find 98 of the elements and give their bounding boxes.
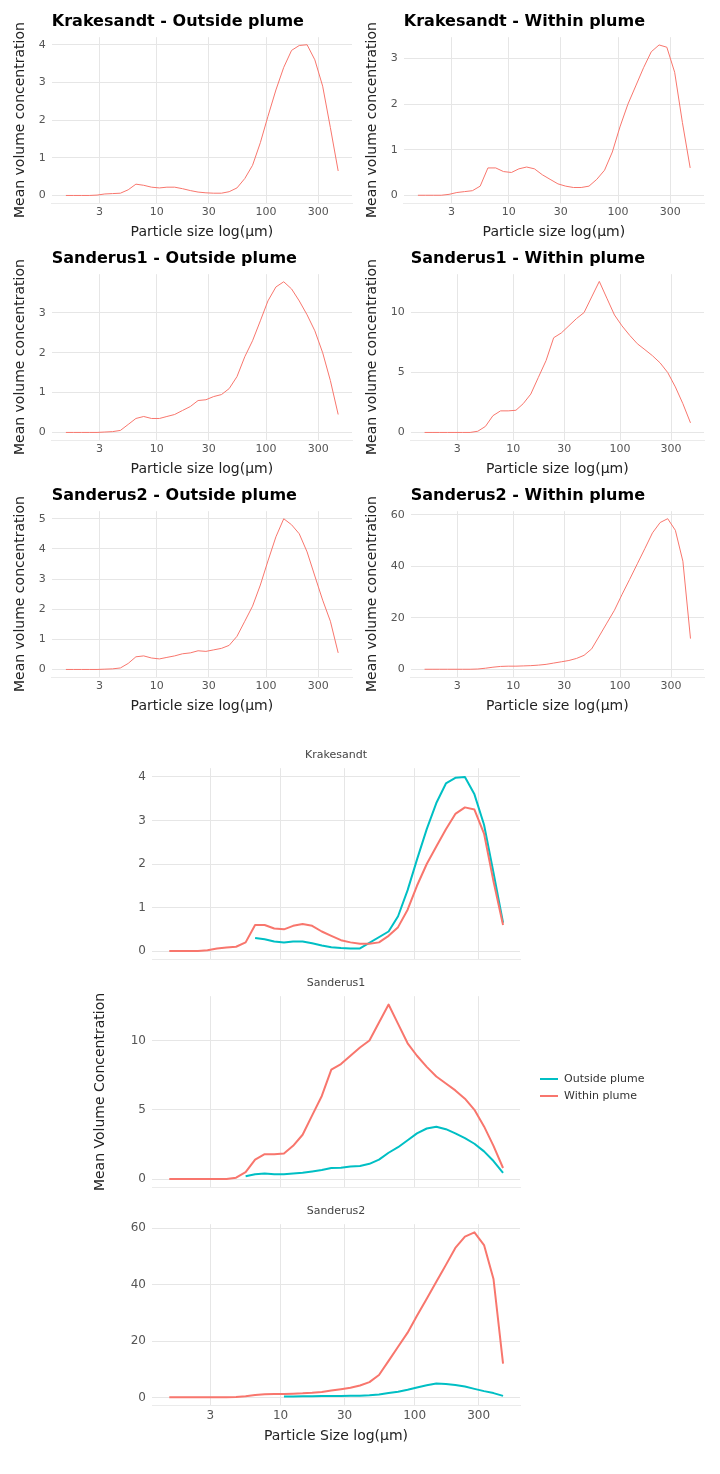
legend-label: Within plume	[564, 1089, 637, 1102]
x-tick-label: 100	[403, 1408, 427, 1423]
legend-label: Outside plume	[564, 1072, 645, 1085]
chart-title: Sanderus1	[306, 976, 366, 990]
x-tick-label: 100	[609, 442, 631, 456]
y-tick-label: 0	[397, 662, 405, 676]
y-tick-label: 3	[390, 51, 398, 65]
x-tick-label: 10	[149, 442, 164, 456]
x-axis-title: Particle size log(µm)	[486, 460, 629, 477]
x-axis-title: Particle Size log(µm)	[263, 1427, 409, 1444]
y-tick-label: 1	[390, 142, 398, 156]
x-tick-label: 10	[506, 679, 521, 693]
x-tick-label: 3	[95, 205, 103, 219]
x-tick-label: 100	[609, 679, 631, 693]
chart-title: Sanderus1 - Outside plume	[51, 247, 298, 267]
x-tick-label: 300	[660, 679, 682, 693]
y-tick-label: 5	[397, 365, 405, 379]
y-tick-label: 5	[138, 1101, 146, 1116]
x-tick-label: 10	[272, 1408, 289, 1423]
y-axis-title: Mean volume concentration	[363, 496, 380, 693]
x-axis-title: Particle size log(µm)	[130, 697, 274, 714]
y-tick-label: 2	[138, 856, 146, 871]
y-axis-title: Mean volume concentration	[11, 22, 28, 219]
x-tick-label: 300	[467, 1408, 491, 1423]
x-tick-label: 100	[255, 442, 277, 456]
y-tick-label: 3	[38, 75, 46, 89]
y-tick-label: 3	[138, 812, 146, 827]
y-tick-label: 4	[138, 769, 146, 784]
chart-title: Krakesandt - Outside plume	[51, 10, 305, 30]
chart-title: Krakesandt - Within plume	[403, 10, 646, 30]
y-axis-title: Mean volume concentration	[363, 259, 380, 456]
y-tick-label: 60	[390, 507, 405, 521]
x-tick-label: 10	[501, 205, 516, 219]
y-tick-label: 40	[390, 559, 405, 573]
y-axis-title: Mean volume concentration	[11, 496, 28, 693]
x-tick-label: 300	[307, 205, 329, 219]
chart-title: Sanderus2	[306, 1204, 366, 1218]
y-tick-label: 5	[38, 511, 46, 525]
y-tick-label: 0	[38, 425, 46, 439]
y-tick-label: 1	[38, 150, 46, 164]
y-axis-title: Mean volume concentration	[363, 22, 380, 219]
y-tick-label: 0	[138, 943, 146, 958]
y-tick-label: 10	[130, 1032, 146, 1047]
x-axis-title: Particle size log(µm)	[130, 460, 274, 477]
y-axis-title: Mean volume concentration	[11, 259, 28, 456]
x-tick-label: 3	[95, 679, 103, 693]
y-tick-label: 3	[38, 305, 46, 319]
y-tick-label: 40	[130, 1276, 146, 1291]
y-tick-label: 0	[390, 188, 398, 202]
x-tick-label: 30	[201, 679, 216, 693]
chart-title: Sanderus1 - Within plume	[410, 247, 646, 267]
x-tick-label: 3	[95, 442, 103, 456]
y-tick-label: 4	[38, 541, 46, 555]
y-tick-label: 10	[390, 305, 405, 319]
x-tick-label: 3	[447, 205, 455, 219]
x-tick-label: 10	[506, 442, 521, 456]
y-tick-label: 2	[38, 602, 46, 616]
x-tick-label: 10	[149, 205, 164, 219]
x-tick-label: 3	[453, 442, 461, 456]
x-tick-label: 300	[659, 205, 681, 219]
x-tick-label: 30	[336, 1408, 353, 1423]
y-tick-label: 4	[38, 37, 46, 51]
y-tick-label: 0	[138, 1171, 146, 1186]
x-axis-title: Particle size log(µm)	[486, 697, 629, 714]
x-tick-label: 30	[201, 205, 216, 219]
y-tick-label: 3	[38, 571, 46, 585]
y-tick-label: 60	[130, 1220, 146, 1235]
x-tick-label: 100	[607, 205, 629, 219]
x-tick-label: 30	[553, 205, 568, 219]
x-tick-label: 300	[307, 679, 329, 693]
x-axis-title: Particle size log(µm)	[482, 223, 626, 240]
x-tick-label: 300	[660, 442, 682, 456]
y-tick-label: 0	[138, 1389, 146, 1404]
x-tick-label: 100	[255, 679, 277, 693]
x-tick-label: 30	[557, 679, 572, 693]
y-tick-label: 20	[130, 1333, 146, 1348]
x-tick-label: 10	[149, 679, 164, 693]
x-tick-label: 30	[557, 442, 572, 456]
x-tick-label: 3	[453, 679, 461, 693]
x-tick-label: 3	[206, 1408, 215, 1423]
y-tick-label: 2	[390, 97, 398, 111]
y-tick-label: 1	[38, 632, 46, 646]
y-tick-label: 0	[38, 662, 46, 676]
y-tick-label: 0	[38, 188, 46, 202]
x-tick-label: 300	[307, 442, 329, 456]
y-tick-label: 0	[397, 425, 405, 439]
x-tick-label: 100	[255, 205, 277, 219]
x-tick-label: 30	[201, 442, 216, 456]
y-tick-label: 1	[138, 899, 146, 914]
y-tick-label: 1	[38, 385, 46, 399]
chart-title: Sanderus2 - Outside plume	[51, 484, 298, 504]
y-tick-label: 2	[38, 112, 46, 126]
y-axis-title: Mean Volume Concentration	[91, 992, 108, 1192]
y-tick-label: 20	[390, 610, 405, 624]
y-tick-label: 2	[38, 345, 46, 359]
x-axis-title: Particle size log(µm)	[130, 223, 274, 240]
chart-title: Sanderus2 - Within plume	[410, 484, 646, 504]
chart-title: Krakesandt	[305, 748, 368, 762]
